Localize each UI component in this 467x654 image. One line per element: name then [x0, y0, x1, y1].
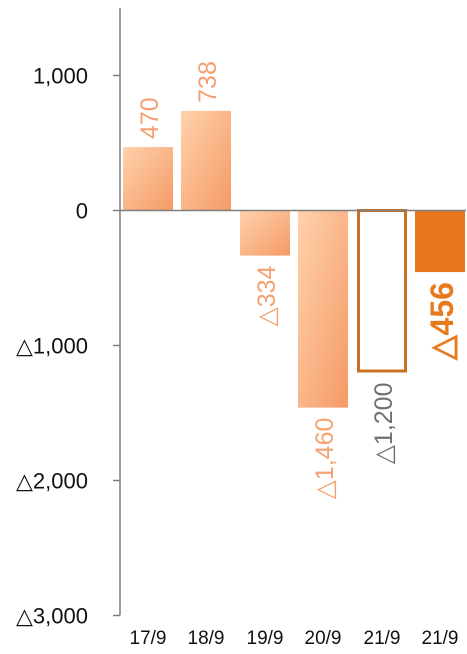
data-label-1: 470 [136, 97, 164, 139]
data-label-2: 738 [194, 61, 222, 103]
data-label-3: △334 [253, 265, 281, 326]
data-label-4: △1,460 [311, 418, 339, 500]
bar-6 [415, 210, 465, 273]
bar-5 [357, 209, 407, 373]
x-tick-label: 20/9 [305, 628, 342, 649]
bar-1 [123, 147, 173, 211]
y-tick-label: △1,000 [16, 334, 88, 359]
x-tick-label: 21/9 [422, 628, 459, 649]
x-tick-label: 18/9 [188, 628, 225, 649]
y-tick-label: △2,000 [16, 469, 88, 494]
y-tick-label: 1,000 [33, 64, 88, 89]
y-tick-label: 0 [76, 199, 88, 224]
x-tick-label: 21/9 [364, 628, 401, 649]
y-tick-label: △3,000 [16, 604, 88, 629]
bar-4 [298, 210, 348, 408]
x-tick-label: 19/9 [247, 628, 284, 649]
axes-layer: 1,000 0 △1,000 △2,000 △3,000 17/9 18/9 19/9 20/9… [16, 8, 466, 649]
bar-2 [181, 110, 231, 211]
data-label-6: △456 [424, 282, 460, 361]
data-label-5: △1,200 [370, 383, 398, 465]
bars-layer [123, 110, 465, 408]
labels-layer: 470 738 △334 △1,460 △1,200 △456 [136, 61, 460, 499]
bar-3 [240, 210, 290, 256]
x-tick-label: 17/9 [130, 628, 167, 649]
